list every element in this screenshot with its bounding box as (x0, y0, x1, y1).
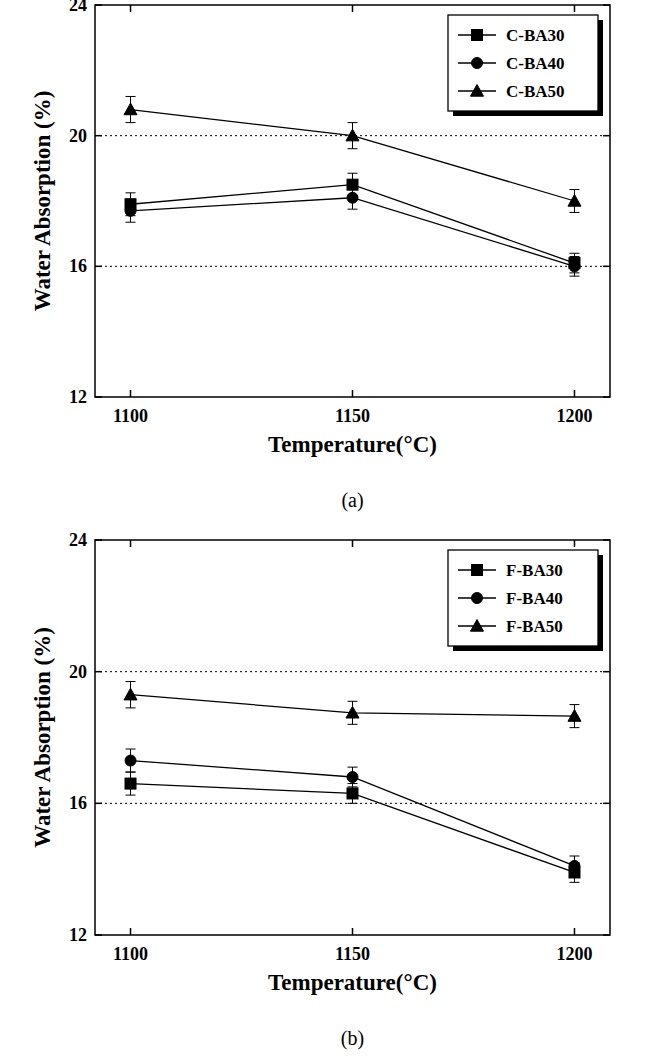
legend-marker (471, 85, 484, 97)
marker (125, 755, 136, 766)
y-tick (603, 266, 610, 268)
series-line (131, 185, 575, 263)
figure: 12 16 20 24 1100 1150 1200 Temperature(°C) Water… (0, 0, 657, 1061)
y-tick (603, 4, 610, 6)
x-tick (352, 5, 354, 12)
error-bar (569, 257, 579, 277)
x-axis-label: Temperature(°C) (268, 970, 437, 995)
x-tick-label: 1100 (113, 944, 148, 964)
marker (568, 195, 581, 207)
y-tick (95, 266, 102, 268)
x-tick (352, 540, 354, 547)
x-tick (130, 928, 132, 935)
series-line (131, 110, 575, 201)
legend-label: C-BA50 (506, 82, 565, 101)
panel: 12 16 20 24 1100 1150 1200 Temperature(°C) Water… (30, 530, 610, 1050)
caption: (a) (341, 489, 363, 512)
x-tick-label: 1200 (556, 406, 592, 426)
legend-marker (472, 565, 483, 576)
legend-marker (472, 593, 483, 604)
y-tick (95, 4, 102, 6)
x-tick (130, 5, 132, 12)
y-tick (95, 803, 102, 805)
data-group (124, 682, 581, 883)
y-tick (95, 135, 102, 137)
y-tick (603, 135, 610, 137)
marker (125, 778, 136, 789)
y-tick (95, 671, 102, 673)
marker (569, 261, 580, 272)
legend-box (448, 550, 598, 646)
legend-label: F-BA40 (506, 589, 563, 608)
x-tick (352, 928, 354, 935)
y-axis-label: Water Absorption (%) (30, 627, 55, 848)
marker (347, 772, 358, 783)
grid-line (95, 266, 610, 267)
y-tick (603, 671, 610, 673)
x-tick (574, 5, 576, 12)
error-bar (348, 186, 358, 209)
legend: F-BA30 F-BA40 F-BA50 (448, 550, 603, 651)
legend-label: C-BA40 (506, 54, 565, 73)
plot-frame (95, 540, 610, 935)
error-bar (569, 856, 579, 876)
legend-marker (471, 620, 484, 632)
error-bar (348, 767, 358, 787)
x-tick-label: 1100 (113, 406, 148, 426)
x-tick-label: 1150 (335, 406, 370, 426)
error-bar (126, 749, 136, 772)
x-tick (130, 390, 132, 397)
y-tick (603, 396, 610, 398)
y-tick-label: 16 (69, 256, 87, 276)
marker (347, 192, 358, 203)
error-bar (126, 772, 136, 795)
grid-line (95, 671, 610, 672)
marker (346, 706, 359, 718)
marker (568, 710, 581, 722)
data-group (124, 96, 581, 276)
y-tick (603, 539, 610, 541)
legend-label: C-BA30 (506, 26, 565, 45)
panel: 12 16 20 24 1100 1150 1200 Temperature(°C) Water… (30, 0, 610, 512)
y-tick (603, 934, 610, 936)
x-tick (574, 390, 576, 397)
x-axis-label: Temperature(°C) (268, 432, 437, 457)
x-tick (130, 540, 132, 547)
y-tick-label: 24 (69, 0, 87, 15)
y-tick (603, 803, 610, 805)
y-tick-label: 12 (69, 387, 87, 407)
legend-box (448, 15, 598, 111)
y-tick-label: 20 (69, 126, 87, 146)
y-tick-label: 12 (69, 925, 87, 945)
y-axis-label: Water Absorption (%) (30, 91, 55, 312)
marker (569, 860, 580, 871)
x-tick (574, 540, 576, 547)
x-tick-label: 1150 (335, 944, 370, 964)
series-line (131, 784, 575, 873)
marker (125, 205, 136, 216)
plot-frame (95, 5, 610, 397)
legend-marker (472, 30, 483, 41)
caption: (b) (341, 1027, 364, 1050)
series-line (131, 761, 575, 866)
legend-label: F-BA50 (506, 617, 563, 636)
x-tick (352, 390, 354, 397)
marker (124, 688, 137, 700)
x-tick-label: 1200 (556, 944, 592, 964)
y-tick (95, 396, 102, 398)
marker (347, 788, 358, 799)
marker (346, 129, 359, 141)
x-tick (574, 928, 576, 935)
y-tick (95, 934, 102, 936)
legend-marker (472, 58, 483, 69)
error-bar (126, 199, 136, 222)
y-tick-label: 16 (69, 793, 87, 813)
marker (124, 103, 137, 115)
legend: C-BA30 C-BA40 C-BA50 (448, 15, 603, 116)
y-tick-label: 24 (69, 530, 87, 550)
y-tick-label: 20 (69, 662, 87, 682)
y-tick (95, 539, 102, 541)
legend-label: F-BA30 (506, 561, 563, 580)
